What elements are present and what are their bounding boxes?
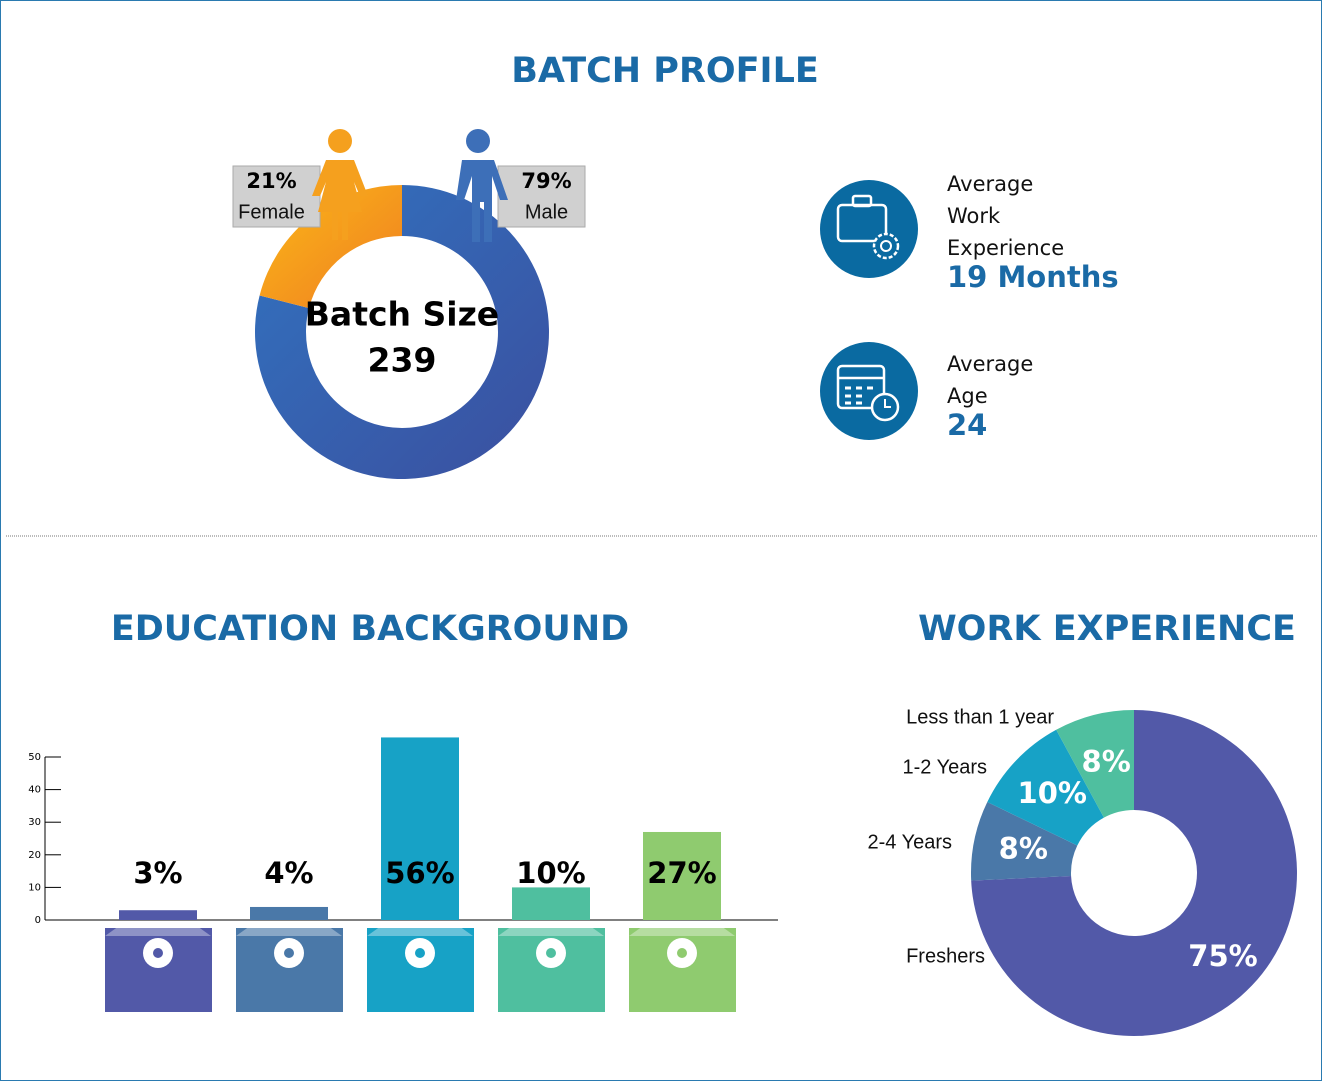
value-label: 56% bbox=[385, 856, 454, 890]
age-icon bbox=[820, 342, 918, 440]
center-value: 239 bbox=[368, 341, 437, 380]
stat: Average Age 24 bbox=[947, 348, 1072, 438]
bar-icon-dot bbox=[415, 948, 425, 958]
category-label: Female bbox=[238, 201, 305, 223]
value-label: 3% bbox=[133, 856, 182, 890]
value-label: 10% bbox=[516, 856, 585, 890]
bar-icon-dot bbox=[546, 948, 556, 958]
stat-label: Average Work Experience bbox=[947, 168, 1072, 264]
category-label: Male bbox=[525, 201, 568, 223]
chart-title: WORK EXPERIENCE bbox=[918, 609, 1296, 649]
y-tick-label: 30 bbox=[28, 817, 41, 828]
bar-base-top bbox=[629, 926, 735, 936]
bar-base-top bbox=[367, 926, 473, 936]
y-tick-label: 0 bbox=[35, 915, 41, 926]
value-label: 4% bbox=[264, 856, 313, 890]
work-icon bbox=[820, 180, 918, 278]
bar bbox=[119, 910, 197, 920]
value-label: 8% bbox=[1082, 744, 1131, 778]
page-title: BATCH PROFILE bbox=[511, 51, 819, 91]
page: BATCH PROFILE EDUCATION BACKGROUND WORK … bbox=[0, 0, 1322, 1081]
value-label: 27% bbox=[647, 856, 716, 890]
y-tick-label: 50 bbox=[28, 752, 41, 763]
category-label: Less than 1 year bbox=[906, 706, 1054, 728]
value-label: 8% bbox=[999, 831, 1048, 865]
y-tick-label: 40 bbox=[28, 785, 41, 796]
bar bbox=[512, 887, 590, 920]
bar-base-top bbox=[498, 926, 604, 936]
person-head bbox=[466, 129, 490, 153]
category-label: Freshers bbox=[906, 945, 985, 967]
bar bbox=[250, 907, 328, 920]
bar bbox=[381, 737, 459, 920]
value-label: 10% bbox=[1018, 776, 1087, 810]
value-label: 79% bbox=[521, 169, 571, 193]
value-label: 21% bbox=[246, 169, 296, 193]
bar-icon-dot bbox=[153, 948, 163, 958]
bar-base-top bbox=[236, 926, 342, 936]
stat-label: Average Age bbox=[947, 348, 1072, 412]
bar-icon-dot bbox=[677, 948, 687, 958]
stat: Average Work Experience 19 Months bbox=[947, 168, 1072, 290]
center-label: Batch Size bbox=[305, 295, 499, 334]
person-head bbox=[328, 129, 352, 153]
infographic: BATCH PROFILE EDUCATION BACKGROUND WORK … bbox=[0, 0, 1322, 1081]
stat-value: 19 Months bbox=[947, 264, 1247, 290]
y-tick-label: 10 bbox=[28, 882, 41, 893]
bar-base-top bbox=[105, 926, 211, 936]
stat-value: 24 bbox=[947, 412, 1247, 438]
category-label: 2-4 Years bbox=[867, 831, 952, 853]
chart-title: EDUCATION BACKGROUND bbox=[111, 609, 629, 649]
bar-icon-dot bbox=[284, 948, 294, 958]
category-label: 1-2 Years bbox=[902, 756, 987, 778]
value-label: 75% bbox=[1188, 939, 1257, 973]
y-tick-label: 20 bbox=[28, 850, 41, 861]
